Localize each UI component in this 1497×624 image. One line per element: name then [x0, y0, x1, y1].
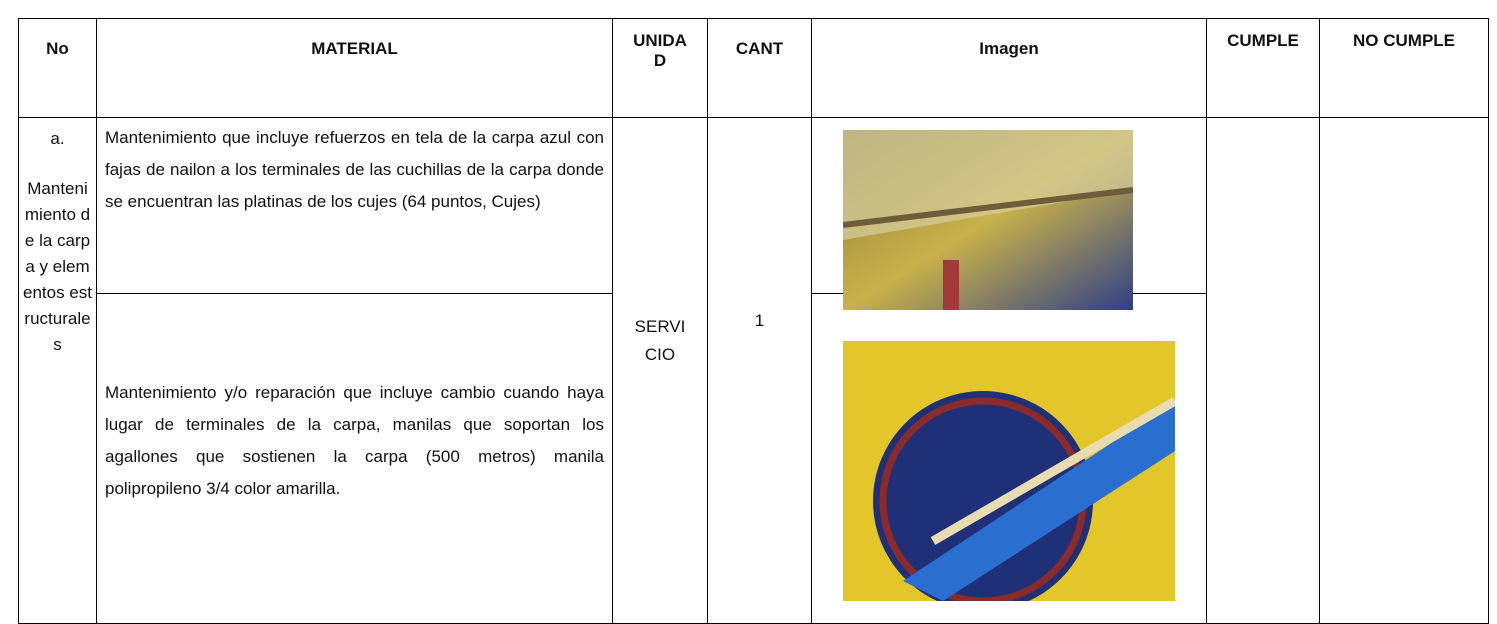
header-cell: NO CUMPLE [1319, 18, 1489, 118]
image-cell [811, 293, 1207, 624]
header-cell: CUMPLE [1206, 18, 1320, 118]
item-number: a. [50, 129, 65, 148]
material-cell: Mantenimiento que incluye refuerzos en t… [96, 117, 613, 294]
header-cell: MATERIAL [96, 18, 613, 118]
header-cell: No [18, 18, 97, 118]
page: No MATERIAL UNIDAD CANT Imagen CUMPLE NO… [18, 18, 1489, 624]
unit-cell: SERVICIO [612, 117, 708, 624]
photo [843, 341, 1175, 601]
header-row: No MATERIAL UNIDAD CANT Imagen CUMPLE NO… [18, 18, 1489, 118]
header-cell: CANT [707, 18, 812, 118]
quantity-cell: 1 [707, 117, 812, 624]
header-cell: Imagen [811, 18, 1207, 118]
material-table: No MATERIAL UNIDAD CANT Imagen CUMPLE NO… [18, 18, 1489, 624]
row: a. Mantenimiento de la carpa y elementos… [18, 117, 1489, 624]
header-cell: UNIDAD [612, 18, 708, 118]
photo [843, 130, 1133, 310]
item-group: Mantenimiento de la carpa y elementos es… [23, 179, 92, 354]
no-cumple-cell [1319, 117, 1489, 624]
cumple-cell [1206, 117, 1320, 624]
row: Mantenimiento y/o reparación que incluye… [19, 293, 1489, 624]
image-cell [811, 117, 1207, 310]
no-cell: a. Mantenimiento de la carpa y elementos… [18, 117, 97, 624]
material-cell: Mantenimiento y/o reparación que incluye… [96, 293, 613, 624]
